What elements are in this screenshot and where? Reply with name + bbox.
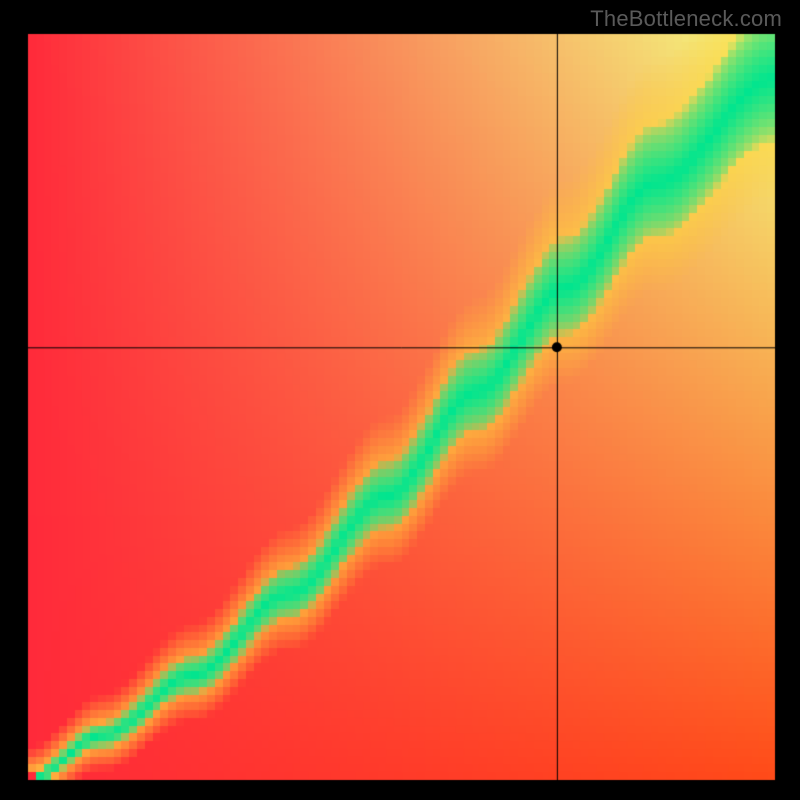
watermark-text: TheBottleneck.com	[590, 6, 782, 32]
bottleneck-heatmap	[0, 0, 800, 800]
